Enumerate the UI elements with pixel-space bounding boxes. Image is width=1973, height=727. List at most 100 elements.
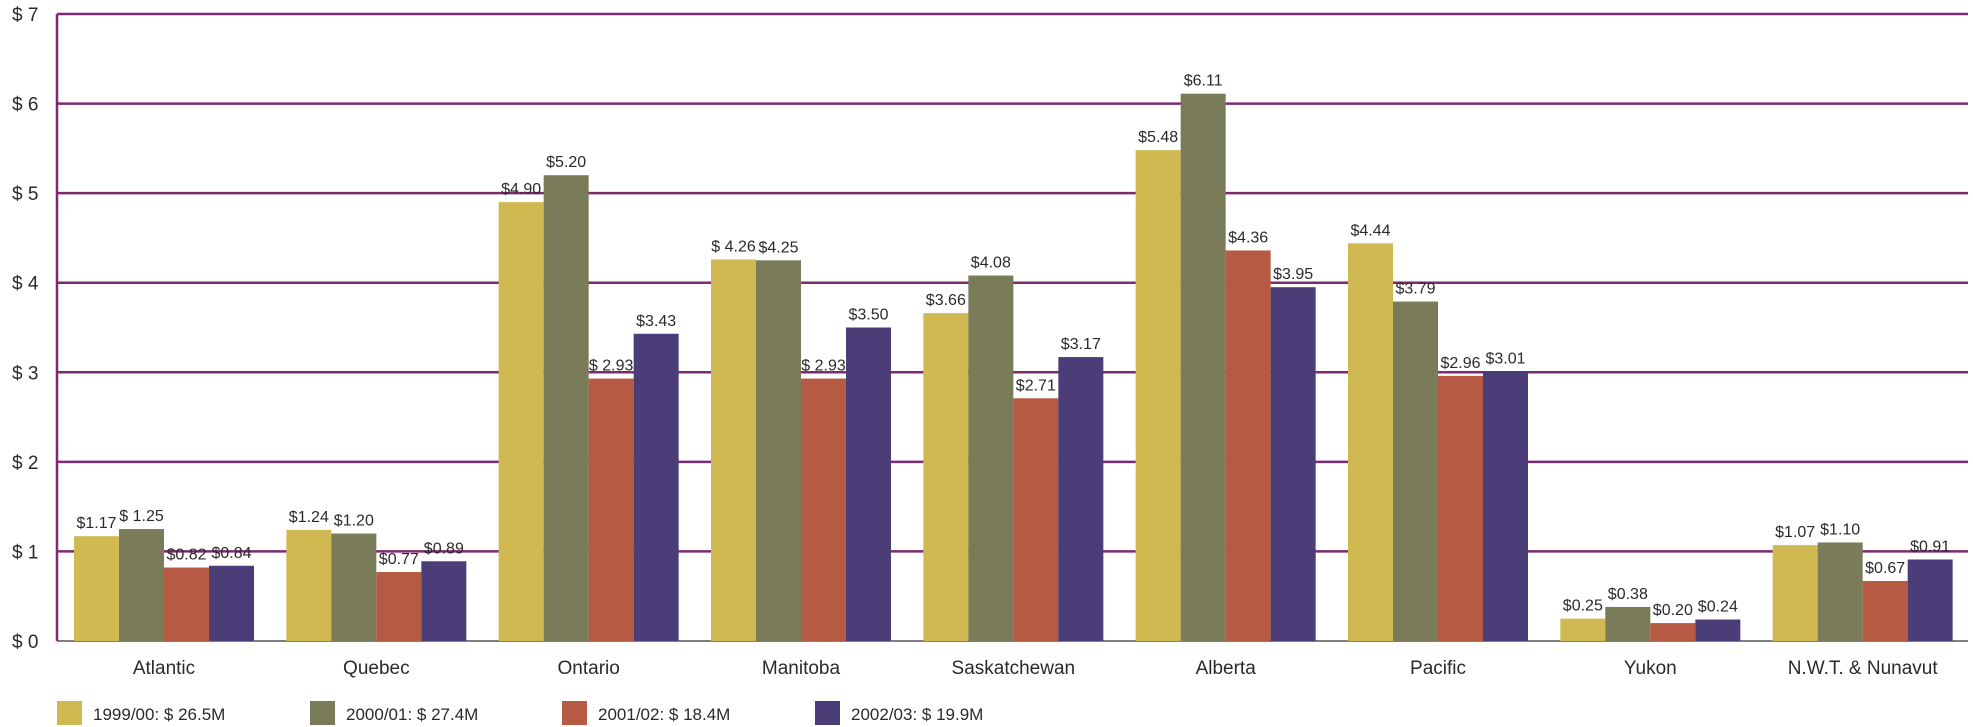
bar: [1225, 250, 1271, 641]
y-tick-label: $ 4: [12, 274, 39, 295]
data-label: $0.91: [1910, 538, 1950, 555]
bar: [1862, 580, 1908, 641]
data-label: $4.44: [1350, 222, 1390, 239]
bar: [421, 561, 467, 641]
data-label: $0.89: [424, 540, 464, 557]
x-tick-label: Ontario: [558, 658, 620, 679]
data-label: $4.90: [501, 181, 541, 198]
bar: [801, 378, 846, 641]
bar: [1393, 301, 1438, 641]
x-tick-label: Quebec: [343, 658, 410, 679]
data-label: $3.79: [1395, 281, 1435, 298]
bar: [1560, 618, 1606, 641]
x-tick-label: Saskatchewan: [952, 658, 1076, 679]
bar: [209, 565, 254, 641]
data-label: $3.95: [1273, 266, 1313, 283]
data-label: $0.82: [166, 547, 206, 564]
data-label: $1.17: [76, 515, 116, 532]
bar: [119, 529, 164, 641]
data-label: $3.01: [1485, 350, 1525, 367]
bar: [968, 275, 1014, 641]
data-label: $1.24: [289, 509, 329, 526]
data-label: $0.67: [1865, 560, 1905, 577]
bar: [543, 175, 589, 641]
data-label: $0.38: [1608, 586, 1648, 603]
bar: [1817, 542, 1863, 641]
x-tick-label: N.W.T. & Nunavut: [1788, 658, 1939, 679]
legend-swatch: [815, 701, 840, 725]
x-tick-label: Manitoba: [762, 658, 841, 679]
bar: [1135, 150, 1181, 642]
bar: [286, 529, 332, 641]
data-label: $4.36: [1228, 229, 1268, 246]
y-tick-label: $ 7: [12, 5, 38, 26]
data-label: $3.17: [1061, 336, 1101, 353]
data-label: $5.20: [546, 154, 586, 171]
data-label: $0.24: [1698, 599, 1738, 616]
data-label: $ 2.93: [801, 358, 846, 375]
x-axis-ticks: Atlantic Quebec Ontario Manitoba Saskatchewa…: [133, 658, 1939, 679]
bar: [1695, 619, 1741, 641]
y-axis-ticks: $ 0 $ 1 $ 2 $ 3 $ 4 $ 5 $ 6 $ 7: [12, 5, 39, 653]
data-label: $ 2.93: [589, 358, 634, 375]
legend: 1999/00: $ 26.5M 2000/01: $ 27.4M 2001/02:…: [57, 701, 983, 725]
x-tick-label: Alberta: [1196, 658, 1257, 679]
bar: [1180, 93, 1226, 642]
data-label: $0.84: [211, 545, 251, 562]
x-tick-label: Yukon: [1624, 658, 1677, 679]
data-labels: $1.17 $ 1.25 $0.82 $0.84 $1.24 $1.20 $0.77 $0.8…: [76, 73, 1950, 619]
data-label: $0.25: [1563, 598, 1603, 615]
data-label: $3.50: [848, 307, 888, 324]
x-tick-label: Atlantic: [133, 658, 195, 679]
bar: [1348, 243, 1393, 641]
data-label: $6.11: [1184, 73, 1223, 90]
data-label: $1.20: [334, 513, 374, 530]
data-label: $3.66: [926, 292, 966, 309]
bar: [74, 536, 119, 641]
y-tick-label: $ 3: [12, 363, 38, 384]
bar: [1483, 371, 1528, 641]
bar: [1650, 623, 1696, 641]
y-tick-label: $ 1: [12, 542, 38, 563]
bar: [1270, 287, 1316, 641]
data-label: $3.43: [636, 313, 676, 330]
bar: [1438, 375, 1483, 641]
data-label: $0.20: [1653, 602, 1693, 619]
data-label: $4.08: [971, 255, 1011, 272]
y-tick-label: $ 2: [12, 453, 38, 474]
bar: [756, 260, 801, 641]
bar: [588, 378, 634, 641]
data-label: $1.10: [1820, 521, 1860, 538]
data-label: $ 4.26: [711, 238, 756, 255]
bar: [1013, 398, 1059, 641]
data-label: $1.07: [1775, 524, 1815, 541]
legend-label: 1999/00: $ 26.5M: [93, 705, 225, 724]
data-label: $2.71: [1016, 377, 1056, 394]
bar: [498, 202, 544, 641]
legend-swatch: [562, 701, 587, 725]
legend-label: 2002/03: $ 19.9M: [851, 705, 983, 724]
legend-label: 2000/01: $ 27.4M: [346, 705, 478, 724]
legend-label: 2001/02: $ 18.4M: [598, 705, 730, 724]
data-label: $5.48: [1138, 129, 1178, 146]
y-tick-label: $ 6: [12, 95, 38, 116]
x-tick-label: Pacific: [1410, 658, 1466, 679]
bar: [376, 572, 422, 641]
data-label: $4.25: [758, 239, 798, 256]
bar: [846, 327, 891, 641]
data-label: $ 1.25: [119, 508, 164, 525]
bar: [1605, 606, 1651, 641]
bar: [1058, 357, 1104, 641]
bars: [74, 93, 1953, 642]
legend-swatch: [57, 701, 82, 725]
bar: [633, 333, 679, 641]
bar: [331, 533, 377, 641]
bar: [164, 567, 209, 641]
data-label: $0.77: [379, 551, 419, 568]
bar: [1772, 545, 1818, 641]
data-label: $2.96: [1440, 355, 1480, 372]
bar: [1907, 559, 1953, 641]
y-tick-label: $ 5: [12, 184, 38, 205]
legend-swatch: [310, 701, 335, 725]
